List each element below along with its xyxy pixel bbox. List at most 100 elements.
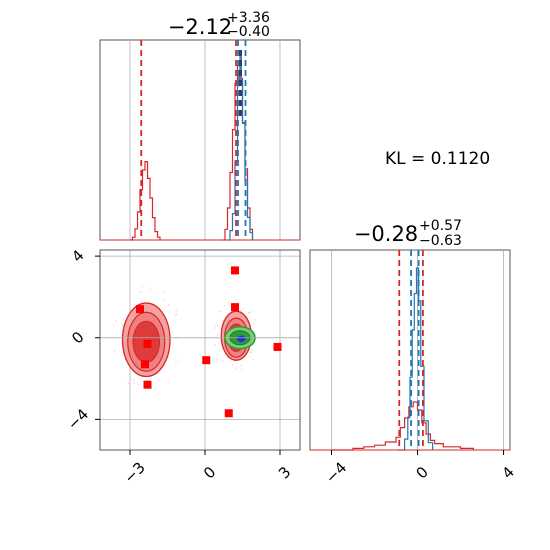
right-xtick-label-1: 0 [412,463,431,482]
faint-sample-dot [252,358,254,360]
top-title-sup: +3.36 [227,10,270,26]
red-square-marker-5 [231,303,239,312]
top-title-sub: −0.40 [227,24,270,40]
scatter-xtick-label-1: 0 [200,463,219,482]
faint-sample-dot [213,327,216,329]
red-square-marker-8 [273,342,282,351]
faint-sample-dot [251,311,253,313]
faint-sample-dot [137,383,140,385]
scatter-ytick-label-1: 0 [68,328,87,347]
faint-sample-dot [127,382,130,384]
faint-sample-dot [222,319,224,322]
faint-sample-dot [240,369,242,371]
faint-sample-dot [141,285,144,287]
scatter-frame [99,249,301,451]
right-histogram-ticks: −4 0 4 [322,450,518,487]
top-histogram-panel: −2.12 +3.36 −0.40 [99,10,301,241]
red-square-marker-1 [143,339,152,348]
right-xtick-label-2: 4 [499,463,518,482]
faint-sample-dot [224,304,226,307]
right-histogram-grid [331,250,504,450]
faint-sample-dot [250,351,253,354]
faint-sample-dot [240,309,242,312]
kl-annotation: KL = 0.1120 [385,149,490,169]
faint-sample-dot [167,381,170,383]
right-histogram-title: −0.28 [354,222,418,246]
faint-sample-dot [122,353,124,355]
top-red-histogram-mode-1 [130,161,161,241]
right-blue-histogram [398,267,434,451]
right-title-sub: −0.63 [419,233,462,249]
faint-sample-dot [253,323,255,325]
faint-sample-dot [214,345,216,347]
faint-sample-dot [162,291,164,293]
scatter-ytick-label-2: −4 [64,405,92,433]
faint-sample-dot [222,360,224,362]
faint-sample-dot [254,318,256,321]
scatter-ytick-label-0: 4 [68,246,87,265]
scatter-xtick-label-0: −3 [121,459,149,487]
right-histogram-frame [309,249,511,451]
faint-sample-dot [178,359,180,361]
scatter-panel: −3 0 3 4 0 −4 [64,246,301,487]
scatter-xtick-label-2: 3 [275,463,294,482]
faint-sample-dot [122,319,124,321]
red-square-marker-0 [136,305,144,314]
top-title-main: −2.12 [168,15,232,39]
faint-sample-dot [219,310,221,313]
faint-sample-dot [113,325,115,327]
red-square-marker-4 [231,266,239,275]
right-title-main: −0.28 [354,222,418,246]
faint-sample-dot [251,348,253,351]
right-histogram-quantile-lines [398,250,424,450]
top-histogram-title: −2.12 [168,15,232,39]
red-square-marker-2 [141,360,149,369]
faint-sample-dot [163,299,165,301]
right-histogram-panel: −4 0 4 −0.28 +0.57 −0.63 [309,218,518,487]
faint-sample-dot [227,357,229,359]
faint-sample-dot [217,325,219,327]
faint-sample-dot [167,304,170,306]
faint-sample-dot [175,361,177,364]
top-histogram-grid [129,40,281,240]
faint-sample-dot [216,354,219,356]
faint-sample-dot [235,367,238,369]
scatter-markers [136,266,282,418]
faint-sample-dot [233,360,236,363]
faint-sample-dot [115,320,117,322]
faint-sample-dot [248,352,251,354]
faint-sample-dot [248,312,250,314]
faint-sample-dot [216,334,219,336]
right-red-histogram [331,401,474,451]
top-histogram-quantile-lines [140,40,247,240]
faint-sample-dot [252,329,255,332]
scatter-ticks: −3 0 3 4 0 −4 [64,246,295,487]
red-square-marker-3 [143,380,152,389]
faint-sample-dot [147,287,150,289]
faint-sample-dot [138,291,141,293]
faint-sample-dot [122,324,124,326]
faint-sample-dot [175,309,177,312]
red-square-marker-7 [224,409,233,418]
right-xtick-label-0: −4 [322,459,350,487]
faint-sample-dot [140,301,143,303]
faint-sample-dot [175,313,178,316]
faint-sample-dot [141,291,143,293]
faint-sample-dot [219,327,221,329]
faint-sample-dot [133,382,135,385]
faint-sample-dot [242,307,245,310]
blue-contour-core [236,334,247,343]
faint-sample-dot [133,379,135,381]
faint-sample-dot [113,350,116,353]
faint-sample-dot [240,364,242,367]
faint-sample-dot [214,343,217,346]
faint-sample-dot [149,289,152,291]
faint-sample-dot [214,325,216,328]
faint-sample-dot [228,302,230,304]
right-title-sup: +0.57 [419,218,462,234]
faint-sample-dot [249,356,252,358]
red-square-marker-6 [202,356,211,365]
faint-sample-dot [231,363,234,366]
right-histogram-series [310,267,510,451]
